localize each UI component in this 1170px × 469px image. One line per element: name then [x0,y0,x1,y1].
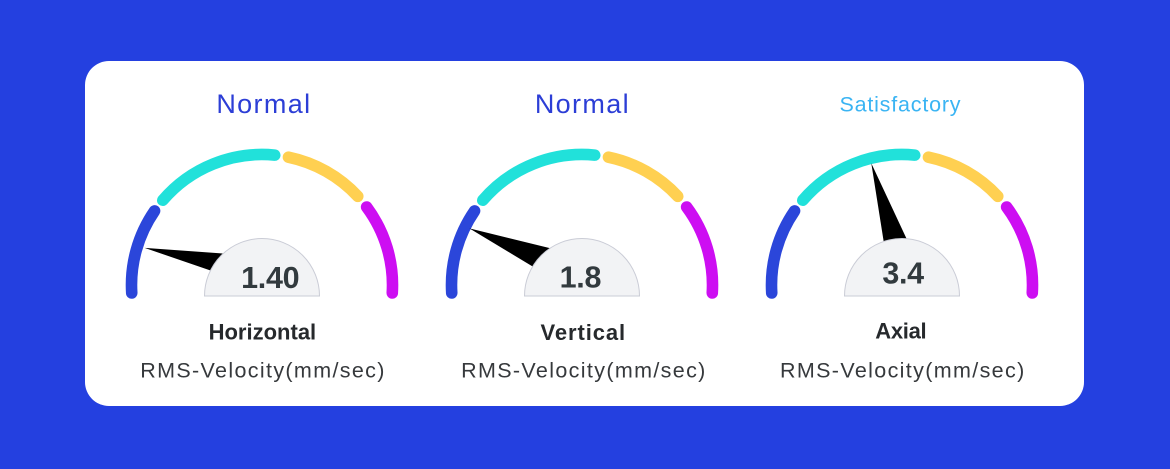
svg-text:Axial: Axial [875,318,926,343]
svg-text:Normal: Normal [535,89,630,119]
svg-text:3.4: 3.4 [882,257,924,291]
svg-text:Normal: Normal [216,89,311,119]
svg-text:1.40: 1.40 [241,261,299,295]
svg-text:RMS-Velocity(mm/sec): RMS-Velocity(mm/sec) [140,359,386,383]
svg-text:1.8: 1.8 [560,261,602,295]
svg-text:Vertical: Vertical [541,320,626,345]
svg-text:RMS-Velocity(mm/sec): RMS-Velocity(mm/sec) [780,359,1026,383]
svg-text:RMS-Velocity(mm/sec): RMS-Velocity(mm/sec) [461,359,707,383]
svg-text:Horizontal: Horizontal [209,320,317,345]
svg-text:Satisfactory: Satisfactory [839,93,961,117]
